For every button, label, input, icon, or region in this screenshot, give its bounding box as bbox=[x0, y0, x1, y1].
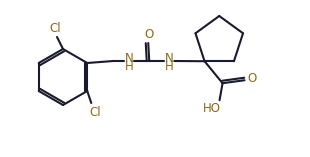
Text: Cl: Cl bbox=[90, 106, 101, 119]
Text: O: O bbox=[247, 72, 256, 85]
Text: O: O bbox=[145, 29, 154, 41]
Text: HO: HO bbox=[202, 102, 220, 115]
Text: Cl: Cl bbox=[49, 22, 61, 35]
Text: H: H bbox=[165, 60, 174, 73]
Text: N: N bbox=[165, 52, 174, 65]
Text: H: H bbox=[125, 60, 134, 73]
Text: N: N bbox=[125, 52, 134, 65]
